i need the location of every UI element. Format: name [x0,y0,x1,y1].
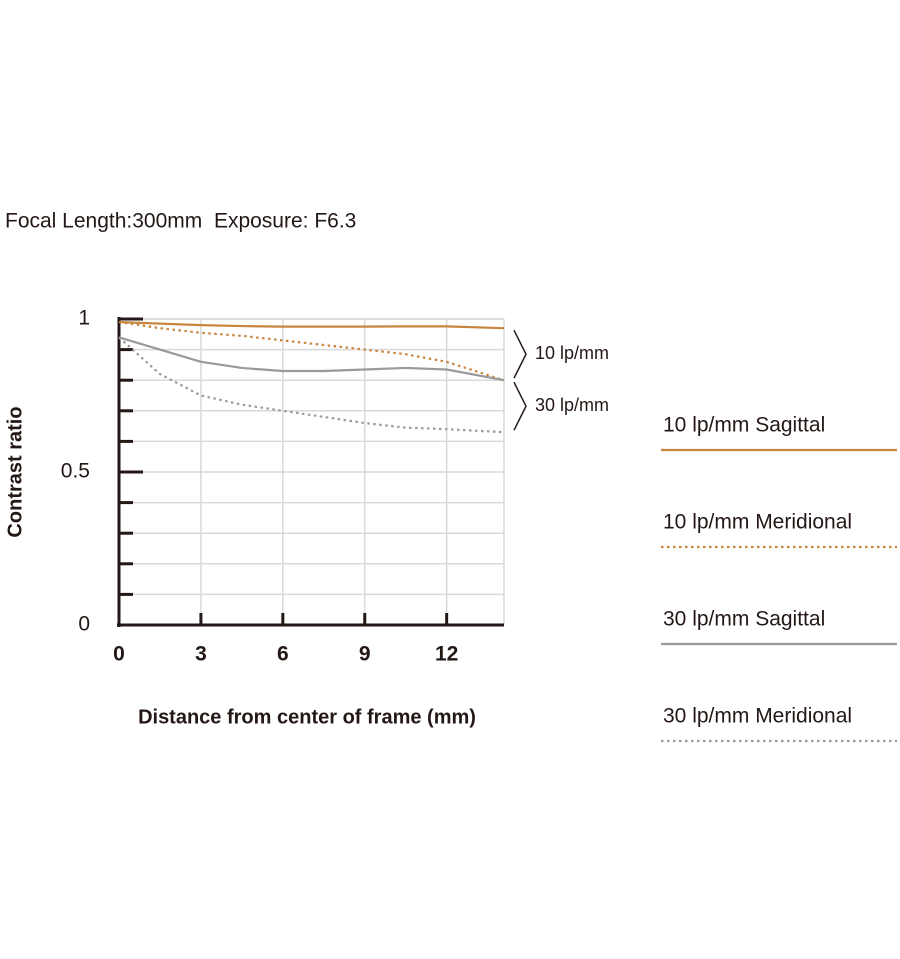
legend-label: 10 lp/mm Meridional [663,511,852,534]
x-tick-label: 3 [195,643,207,666]
annotation-brace [513,381,527,431]
y-tick-label: 0 [78,613,90,636]
line-series [118,320,505,330]
x-tick-label: 12 [435,643,458,666]
line-series [118,320,505,382]
x-tick-label: 0 [113,643,125,666]
annotation-brace [513,329,527,379]
x-tick-label: 6 [277,643,289,666]
x-axis-label: Distance from center of frame (mm) [138,706,476,728]
line-series [118,336,505,382]
legend-label: 10 lp/mm Sagittal [663,414,825,437]
x-tick-label: 9 [359,643,371,666]
y-axis-label: Contrast ratio [4,406,26,537]
legend-label: 30 lp/mm Sagittal [663,608,825,631]
line-series [118,336,505,434]
annotation: 30 lp/mm [535,395,609,415]
y-tick-label: 0.5 [61,460,90,483]
y-tick-label: 1 [78,307,90,330]
annotation: 10 lp/mm [535,343,609,363]
legend-label: 30 lp/mm Meridional [663,705,852,728]
chart-title: Focal Length:300mm Exposure: F6.3 [5,210,356,233]
